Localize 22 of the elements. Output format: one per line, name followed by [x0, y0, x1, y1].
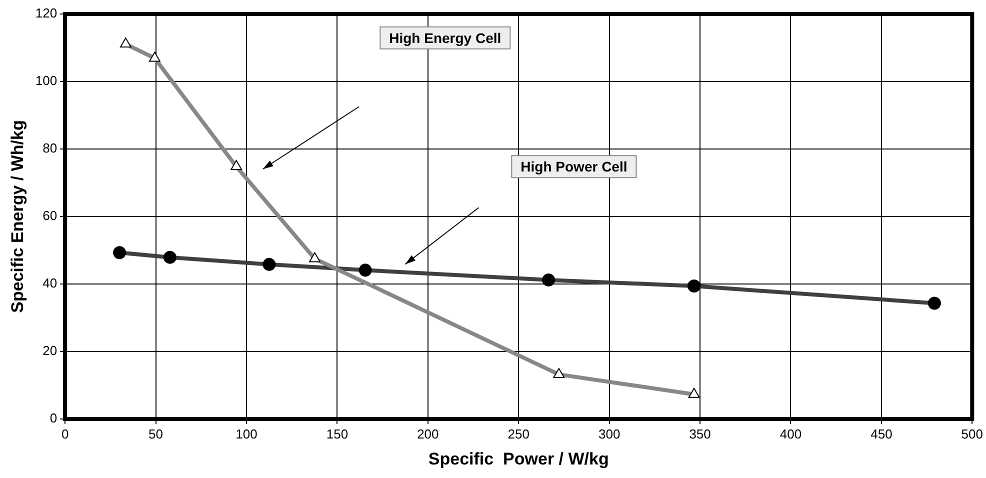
x-tick-label: 150 [326, 426, 348, 442]
annotation: High Power Cell [520, 158, 628, 175]
y-axis-title: Specific Energy / Wh/kg [8, 120, 27, 313]
x-tick-label: 300 [598, 426, 620, 442]
x-tick-label: 100 [236, 426, 258, 442]
x-tick-label: 500 [961, 426, 984, 442]
x-tick-label: 0 [61, 426, 69, 442]
y-tick-label: 80 [42, 140, 58, 156]
x-tick-label: 250 [508, 426, 530, 442]
y-tick-label: 40 [42, 276, 58, 291]
x-axis-title: Specific Power / W/kg [428, 449, 609, 468]
y-tick-label: 100 [35, 73, 58, 88]
x-tick-label: 200 [417, 426, 439, 442]
y-tick-label: 20 [42, 343, 58, 358]
x-tick-label: 50 [148, 426, 164, 442]
x-tick-label: 400 [780, 426, 802, 442]
x-tick-label: 450 [870, 426, 892, 442]
annotation: High Energy Cell [389, 30, 502, 46]
x-tick-label: 350 [689, 426, 711, 442]
y-tick-label: 60 [42, 208, 58, 224]
y-tick-label: 0 [50, 410, 58, 426]
y-tick-label: 120 [35, 6, 58, 21]
